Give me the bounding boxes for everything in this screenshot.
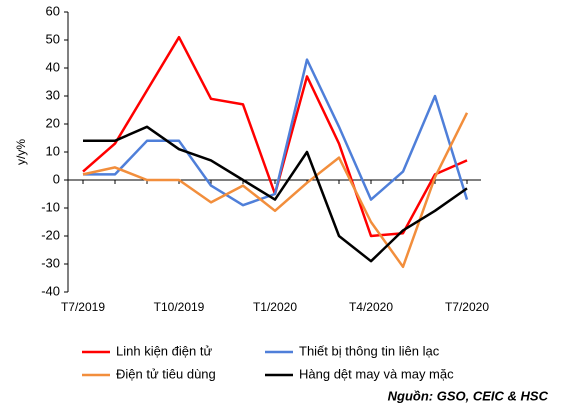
legend-label: Linh kiện điện tử (116, 343, 212, 358)
y-tick-label: 0 (53, 171, 60, 186)
legend-label: Thiết bị thông tin liên lạc (299, 343, 440, 358)
series-line (82, 112, 469, 269)
y-tick-label: 20 (46, 115, 60, 130)
x-tick-label: T10/2019 (154, 300, 205, 314)
series-line (83, 58, 469, 207)
y-tick-label: -40 (41, 283, 60, 298)
y-tick-label: -10 (41, 199, 60, 214)
series-line (83, 125, 468, 263)
y-axis-label: y/y% (14, 139, 28, 165)
y-tick-label: -30 (41, 255, 60, 270)
source: Nguồn: GSO, CEIC & HSC (388, 388, 549, 403)
legend-label: Điện tử tiêu dùng (116, 366, 216, 381)
y-tick-label: 30 (46, 87, 60, 102)
x-tick-label: T7/2019 (61, 300, 105, 314)
y-tick-label: -20 (41, 227, 60, 242)
y-tick-label: 40 (46, 59, 60, 74)
x-tick-label: T1/2020 (253, 300, 297, 314)
y-tick-label: 50 (46, 31, 60, 46)
series-line (82, 35, 468, 238)
x-tick-label: T4/2020 (349, 300, 393, 314)
legend-label: Hàng dệt may và may mặc (299, 366, 454, 381)
y-tick-label: 60 (46, 3, 60, 18)
y-tick-label: 10 (46, 143, 60, 158)
x-tick-label: T7/2020 (445, 300, 489, 314)
